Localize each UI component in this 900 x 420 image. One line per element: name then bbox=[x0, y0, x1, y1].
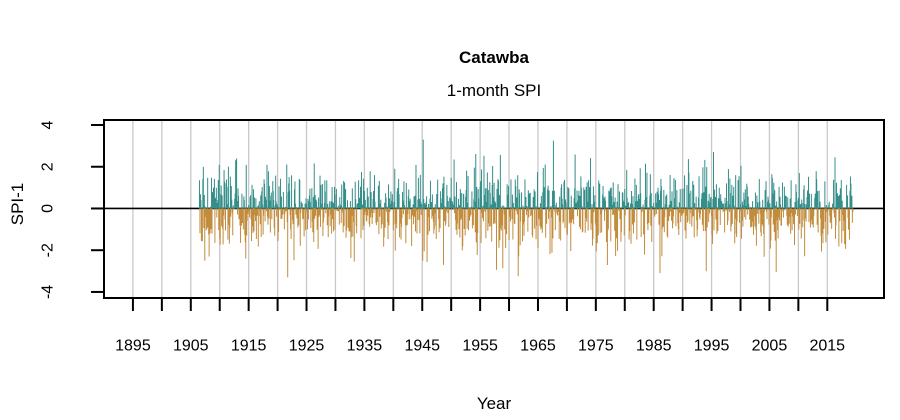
x-tick-label: 1935 bbox=[347, 338, 383, 355]
x-tick-label: 2005 bbox=[752, 338, 788, 355]
x-tick-label: 1975 bbox=[578, 338, 614, 355]
x-tick-label: 2015 bbox=[809, 338, 845, 355]
y-tick-label: 2 bbox=[40, 162, 57, 171]
x-tick-label: 1925 bbox=[289, 338, 325, 355]
x-tick-label: 1965 bbox=[520, 338, 556, 355]
x-tick-label: 1915 bbox=[231, 338, 267, 355]
x-tick-label: 1985 bbox=[636, 338, 672, 355]
y-tick-label: -4 bbox=[40, 285, 57, 299]
x-axis-label: Year bbox=[476, 394, 512, 413]
x-tick-label: 1995 bbox=[694, 338, 730, 355]
spi-negative-bars bbox=[199, 208, 854, 278]
spi-positive-bars bbox=[198, 139, 853, 209]
y-tick-label: 4 bbox=[40, 120, 57, 129]
y-tick-label: 0 bbox=[40, 204, 57, 213]
x-tick-label: 1905 bbox=[173, 338, 209, 355]
chart-subtitle: 1-month SPI bbox=[446, 81, 542, 100]
x-tick-label: 1955 bbox=[462, 338, 498, 355]
y-tick-label: -2 bbox=[40, 243, 57, 257]
chart-title: Catawba bbox=[459, 48, 529, 67]
x-tick-label: 1895 bbox=[115, 338, 151, 355]
x-tick-label: 1945 bbox=[404, 338, 440, 355]
